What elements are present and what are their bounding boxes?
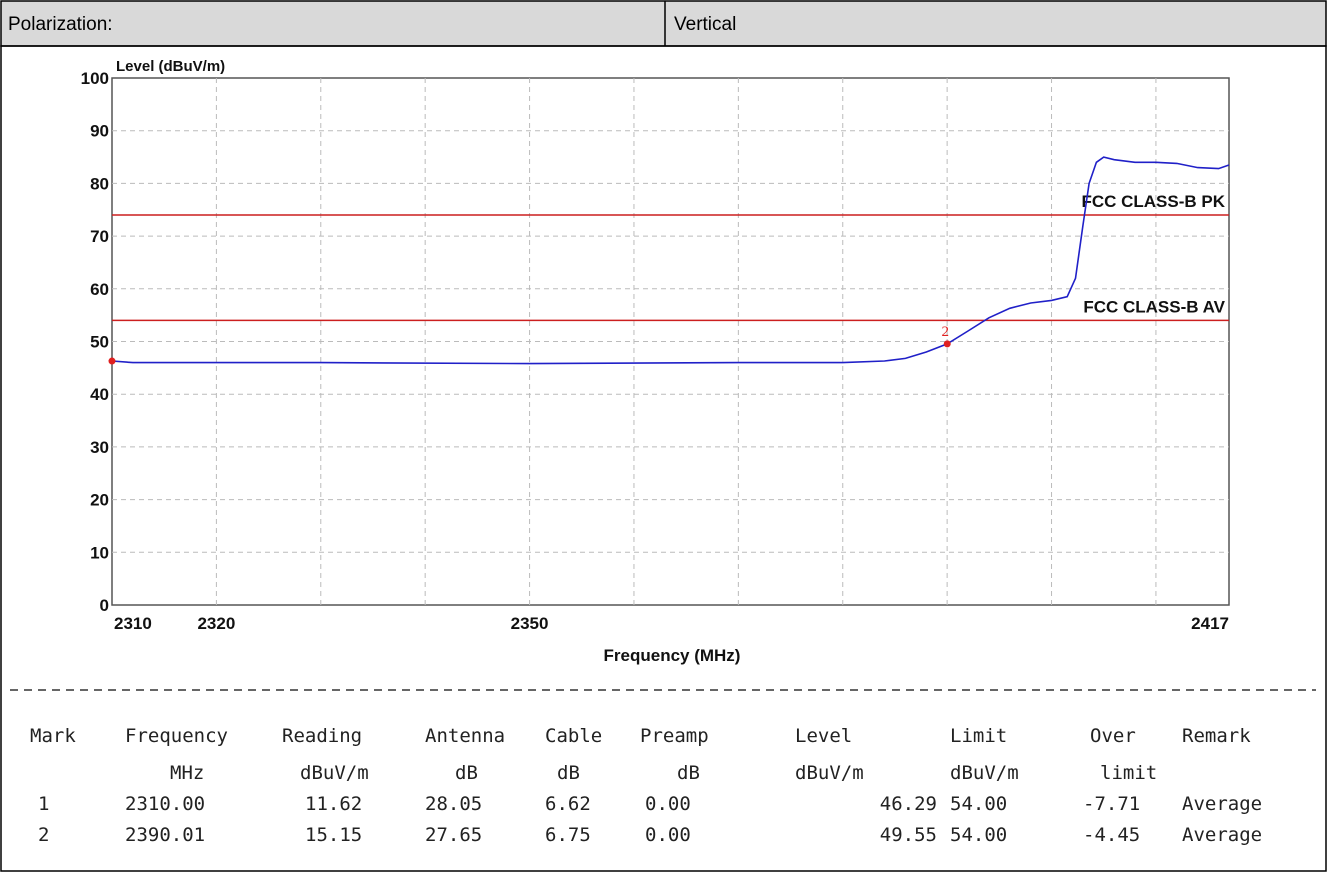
table-header: Limit (950, 725, 1007, 747)
table-cell: Average (1182, 824, 1262, 846)
table-header: dBuV/m (795, 762, 864, 784)
table-header: dB (557, 762, 580, 784)
x-tick-label: 2417 (1191, 614, 1229, 633)
table-header: dB (677, 762, 700, 784)
table-header: dBuV/m (300, 762, 369, 784)
table-cell: 54.00 (950, 824, 1007, 846)
table-cell: 28.05 (425, 793, 482, 815)
table-header: limit (1100, 762, 1157, 784)
table-cell: 54.00 (950, 793, 1007, 815)
table-cell: Average (1182, 793, 1262, 815)
header-value: Vertical (674, 14, 736, 35)
table-cell: 6.62 (545, 793, 591, 815)
content-box (0, 45, 1327, 872)
y-tick-label: 30 (90, 438, 109, 457)
x-tick-label: 2350 (511, 614, 549, 633)
table-header: dB (455, 762, 478, 784)
y-tick-label: 70 (90, 227, 109, 246)
limit-label: FCC CLASS-B PK (1081, 192, 1225, 211)
table-cell: 27.65 (425, 824, 482, 846)
table-cell: 15.15 (305, 824, 362, 846)
table-cell: -4.45 (1083, 824, 1140, 846)
x-tick-label: 2310 (114, 614, 152, 633)
y-tick-label: 100 (81, 69, 109, 88)
table-header: Level (795, 725, 852, 747)
table-cell: 11.62 (305, 793, 362, 815)
table-cell: 46.29 (880, 793, 937, 815)
header-label: Polarization: (8, 14, 113, 35)
table-header: Preamp (640, 725, 709, 747)
y-tick-label: 90 (90, 122, 109, 141)
table-header: Mark (30, 725, 76, 747)
header-row (0, 0, 1327, 47)
y-tick-label: 80 (90, 174, 109, 193)
y-axis-label: Level (dBuV/m) (116, 58, 225, 75)
table-cell: 6.75 (545, 824, 591, 846)
x-tick-label: 2320 (197, 614, 235, 633)
table-cell: 2390.01 (125, 824, 205, 846)
table-cell: 1 (38, 793, 49, 815)
y-tick-label: 60 (90, 280, 109, 299)
y-tick-label: 20 (90, 491, 109, 510)
table-header: Remark (1182, 725, 1251, 747)
y-tick-label: 10 (90, 543, 109, 562)
table-header: Reading (282, 725, 362, 747)
y-tick-label: 50 (90, 333, 109, 352)
table-cell: 0.00 (645, 793, 691, 815)
table-cell: 2 (38, 824, 49, 846)
marker (108, 357, 116, 365)
table-header: Over (1090, 725, 1136, 747)
table-header: Antenna (425, 725, 505, 747)
table-cell: 49.55 (880, 824, 937, 846)
y-tick-label: 0 (100, 596, 109, 615)
table-header: Frequency (125, 725, 228, 747)
x-axis-label: Frequency (MHz) (604, 646, 741, 665)
marker-label: 2 (941, 324, 949, 340)
table-cell: 0.00 (645, 824, 691, 846)
table-cell: 2310.00 (125, 793, 205, 815)
y-tick-label: 40 (90, 385, 109, 404)
table-header: dBuV/m (950, 762, 1019, 784)
limit-label: FCC CLASS-B AV (1083, 297, 1225, 316)
table-cell: -7.71 (1083, 793, 1140, 815)
table-header: Cable (545, 725, 602, 747)
table-header: MHz (170, 762, 204, 784)
trace (111, 156, 1230, 365)
marker (943, 340, 951, 348)
